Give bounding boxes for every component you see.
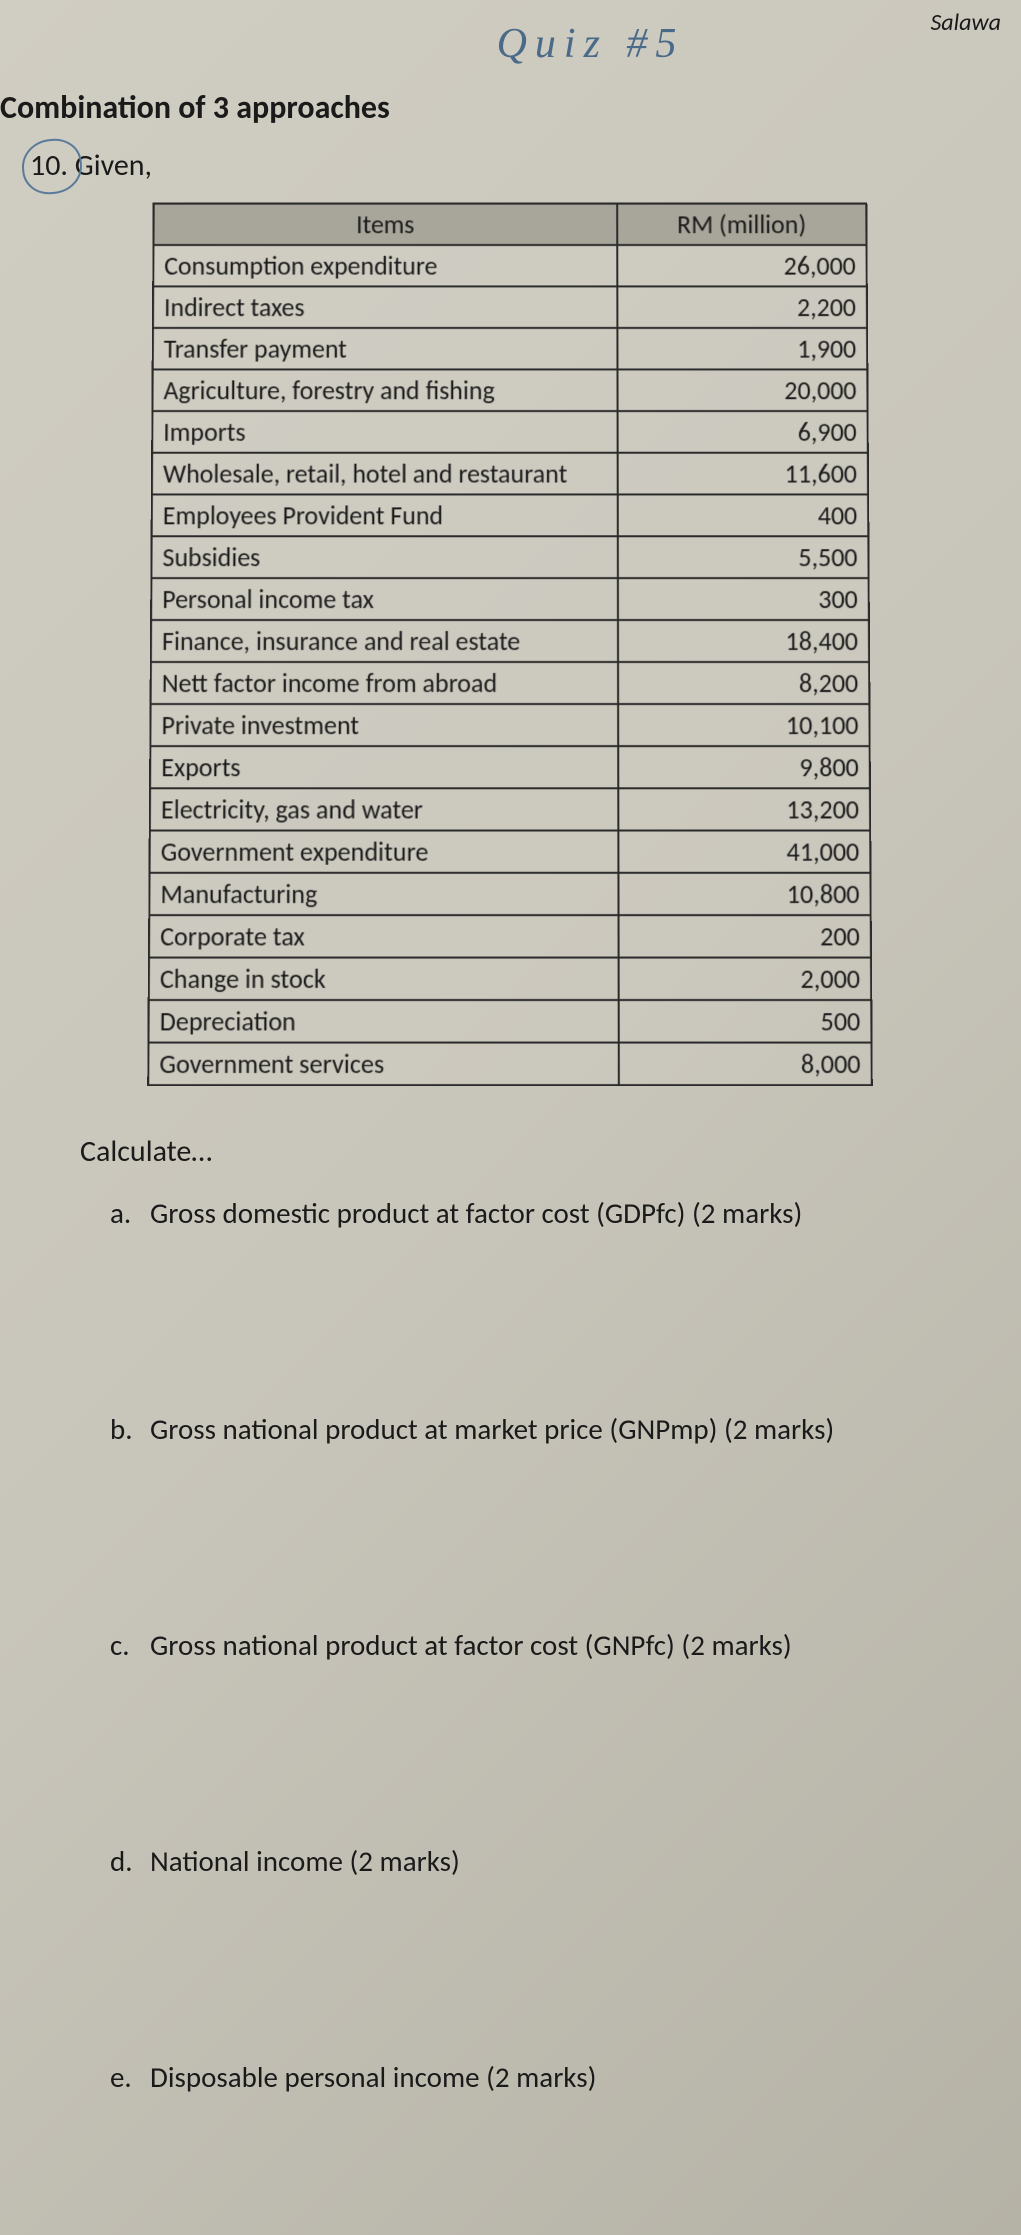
value-cell: 500 (618, 1000, 871, 1043)
item-cell: Finance, insurance and real estate (151, 620, 618, 662)
value-cell: 10,800 (618, 873, 871, 915)
items-table: Items RM (million) Consumption expenditu… (147, 203, 873, 1087)
table-row: Personal income tax300 (151, 578, 869, 620)
sub-question-text: Gross national product at market price (… (150, 1411, 834, 1447)
col-header-items: Items (153, 204, 616, 245)
sub-question-text: Disposable personal income (2 marks) (150, 2059, 596, 2095)
table-row: Exports9,800 (150, 746, 870, 788)
table-row: Government services8,000 (148, 1043, 872, 1086)
table-row: Transfer payment1,900 (153, 328, 868, 370)
item-cell: Consumption expenditure (153, 245, 617, 286)
worksheet-page: Salawa Quiz #5 Combination of 3 approach… (0, 0, 1021, 2235)
table-row: Wholesale, retail, hotel and restaurant1… (152, 453, 868, 495)
table-row: Electricity, gas and water13,200 (150, 788, 870, 830)
table-row: Consumption expenditure26,000 (153, 245, 867, 286)
sub-question: b.Gross national product at market price… (110, 1411, 981, 1447)
item-cell: Agriculture, forestry and fishing (152, 369, 617, 411)
question-intro: Given, (75, 147, 152, 184)
table-row: Manufacturing10,800 (149, 873, 870, 915)
value-cell: 300 (618, 578, 869, 620)
item-cell: Private investment (150, 704, 618, 746)
table-row: Government expenditure41,000 (150, 831, 871, 873)
value-cell: 5,500 (617, 536, 868, 578)
table-row: Change in stock2,000 (149, 958, 872, 1000)
sub-question: a.Gross domestic product at factor cost … (110, 1195, 981, 1231)
value-cell: 200 (618, 915, 871, 957)
item-cell: Personal income tax (151, 578, 618, 620)
table-row: Subsidies5,500 (151, 536, 868, 578)
sub-question-text: National income (2 marks) (150, 1843, 460, 1879)
table-row: Corporate tax200 (149, 915, 871, 957)
table-row: Nett factor income from abroad8,200 (151, 662, 870, 704)
value-cell: 400 (617, 494, 868, 536)
calculate-section: Calculate… a.Gross domestic product at f… (80, 1133, 981, 2095)
sub-question-text: Gross domestic product at factor cost (G… (150, 1195, 802, 1231)
sub-question: e.Disposable personal income (2 marks) (110, 2059, 981, 2095)
item-cell: Indirect taxes (153, 286, 617, 327)
value-cell: 20,000 (617, 369, 867, 411)
table-row: Agriculture, forestry and fishing20,000 (152, 369, 867, 411)
value-cell: 1,900 (617, 328, 867, 370)
item-cell: Nett factor income from abroad (151, 662, 618, 704)
item-cell: Exports (150, 746, 618, 788)
item-cell: Imports (152, 411, 617, 453)
sub-question-letter: a. (110, 1195, 150, 1231)
value-cell: 6,900 (617, 411, 868, 453)
item-cell: Subsidies (151, 536, 617, 578)
table-row: Finance, insurance and real estate18,400 (151, 620, 869, 662)
table-row: Imports6,900 (152, 411, 868, 453)
calculate-heading: Calculate… (80, 1133, 981, 1170)
value-cell: 10,100 (618, 704, 870, 746)
table-row: Employees Provident Fund400 (152, 494, 869, 536)
table-row: Private investment10,100 (150, 704, 869, 746)
item-cell: Government services (148, 1043, 618, 1086)
sub-question-text: Gross national product at factor cost (G… (150, 1627, 792, 1663)
item-cell: Employees Provident Fund (152, 494, 618, 536)
value-cell: 41,000 (618, 831, 870, 873)
value-cell: 8,000 (618, 1043, 871, 1086)
table-row: Indirect taxes2,200 (153, 286, 867, 327)
item-cell: Electricity, gas and water (150, 788, 618, 830)
value-cell: 9,800 (618, 746, 870, 788)
item-cell: Manufacturing (149, 873, 618, 915)
sub-question-letter: e. (110, 2059, 150, 2095)
handwritten-title: Quiz #5 (200, 20, 981, 68)
sub-question-letter: c. (110, 1627, 150, 1663)
item-cell: Change in stock (149, 958, 619, 1000)
question-number-line: 10. Given, (30, 147, 981, 184)
table-header-row: Items RM (million) (153, 204, 866, 245)
item-cell: Wholesale, retail, hotel and restaurant (152, 453, 617, 495)
sub-question: d.National income (2 marks) (110, 1843, 981, 1879)
value-cell: 8,200 (618, 662, 870, 704)
item-cell: Corporate tax (149, 915, 618, 957)
sub-question-letter: d. (110, 1843, 150, 1879)
value-cell: 2,000 (618, 958, 871, 1000)
sub-question: c.Gross national product at factor cost … (110, 1627, 981, 1663)
item-cell: Transfer payment (153, 328, 617, 370)
sub-question-letter: b. (110, 1411, 150, 1447)
value-cell: 26,000 (617, 245, 867, 286)
section-heading: Combination of 3 approaches (0, 88, 981, 127)
value-cell: 2,200 (617, 286, 867, 327)
col-header-rm: RM (million) (617, 204, 867, 245)
item-cell: Government expenditure (150, 831, 619, 873)
question-number: 10. (30, 147, 68, 184)
value-cell: 11,600 (617, 453, 868, 495)
page-label-top-right: Salawa (930, 8, 1001, 37)
value-cell: 18,400 (618, 620, 869, 662)
value-cell: 13,200 (618, 788, 870, 830)
table-row: Depreciation500 (148, 1000, 871, 1043)
item-cell: Depreciation (148, 1000, 618, 1043)
